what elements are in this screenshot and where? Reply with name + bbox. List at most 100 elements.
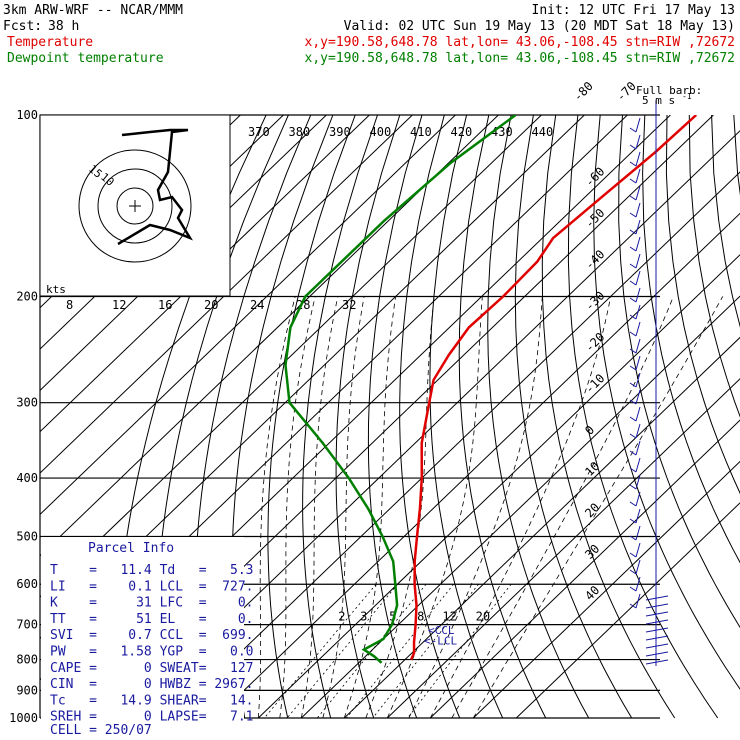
isotherm-label: -60 bbox=[582, 164, 607, 189]
hodograph-ring-1 bbox=[116, 187, 154, 225]
wind-barb bbox=[629, 389, 641, 405]
mixing-ratio-label: 12 bbox=[442, 610, 456, 624]
wind-barb bbox=[629, 559, 641, 575]
parcel-info-title: Parcel Info bbox=[88, 541, 174, 556]
barb-shaft bbox=[635, 355, 641, 371]
wind-barb-low bbox=[645, 627, 669, 633]
barb-shaft bbox=[635, 491, 641, 507]
wind-barb-low bbox=[645, 659, 669, 665]
mixing-ratio-line bbox=[286, 583, 398, 719]
barb-flag bbox=[629, 467, 637, 473]
parcel-info-row: SREH = 0 LAPSE= 7.1 bbox=[50, 710, 254, 725]
dewpoint-location: x,y=190.58,648.78 lat,lon= 43.06,-108.45… bbox=[305, 51, 735, 66]
wind-barb bbox=[629, 185, 641, 201]
wind-barb bbox=[629, 321, 641, 337]
barb-shaft bbox=[635, 389, 641, 405]
wind-barb bbox=[629, 236, 641, 252]
wind-barb-low bbox=[645, 651, 669, 657]
wind-barb bbox=[629, 576, 641, 592]
isotherm-label: 10 bbox=[582, 459, 602, 479]
mixing-ratio-line bbox=[346, 583, 454, 719]
isotherm-line bbox=[472, 460, 740, 719]
moist-adiabat-line bbox=[300, 296, 339, 719]
barb-shaft bbox=[635, 457, 641, 473]
barb-flag bbox=[629, 144, 637, 150]
wind-barb bbox=[629, 287, 641, 303]
valid-time: Valid: 02 UTC Sun 19 May 13 (20 MDT Sat … bbox=[344, 19, 735, 34]
wind-barb-low bbox=[645, 611, 669, 617]
barb-shaft bbox=[635, 593, 641, 609]
pressure-tick-label: 700 bbox=[16, 618, 38, 632]
parcel-info-row: TT = 51 EL = 0. bbox=[50, 612, 254, 627]
dry-adiabat-line bbox=[514, 115, 633, 719]
barb-flag bbox=[629, 399, 637, 405]
hodograph-inset: 15 10 kts bbox=[39, 114, 231, 297]
barb-flag bbox=[629, 484, 637, 490]
hodograph-unit-label: kts bbox=[46, 283, 66, 296]
barb-shaft bbox=[635, 508, 641, 524]
wind-barb bbox=[629, 593, 641, 609]
barb-flag bbox=[629, 212, 637, 218]
theta-label: 400 bbox=[370, 125, 392, 139]
wind-barb bbox=[629, 134, 641, 150]
parcel-info-row: CAPE = 0 SWEAT= 127 bbox=[50, 661, 254, 676]
temperature-line bbox=[409, 115, 698, 661]
dry-adiabat-line bbox=[458, 115, 547, 719]
barb-shaft bbox=[635, 440, 641, 456]
dry-adiabat-line bbox=[567, 115, 719, 719]
wind-barb bbox=[629, 151, 641, 167]
dry-adiabat-line bbox=[618, 115, 740, 629]
wind-barb bbox=[629, 253, 641, 269]
barb-shaft bbox=[635, 253, 641, 269]
isotherm-line bbox=[343, 336, 740, 719]
dry-adiabat-line bbox=[733, 115, 740, 196]
wind-barb bbox=[629, 338, 641, 354]
barb-shaft bbox=[635, 202, 641, 218]
isotherm-label: 20 bbox=[582, 500, 602, 520]
hodograph-speed-label: 8 bbox=[66, 298, 73, 312]
hodograph-speed-label: 12 bbox=[112, 298, 126, 312]
parcel-info-row: K = 31 LFC = 0. bbox=[50, 596, 254, 611]
barb-flag bbox=[629, 552, 637, 558]
barb-shaft bbox=[635, 474, 641, 490]
barb-flag bbox=[629, 501, 637, 507]
barb-shaft bbox=[635, 321, 641, 337]
mixing-ratio-label: 2 bbox=[338, 610, 345, 624]
wind-barb bbox=[629, 355, 641, 371]
mixing-ratio-label: 8 bbox=[417, 610, 424, 624]
wind-barb-low bbox=[645, 643, 669, 649]
wind-barb bbox=[629, 270, 641, 286]
pressure-tick-label: 300 bbox=[16, 396, 38, 410]
barb-shaft bbox=[635, 559, 641, 575]
barb-flag bbox=[629, 297, 637, 303]
barb-flag bbox=[629, 161, 637, 167]
barb-shaft bbox=[635, 372, 641, 388]
mixing-ratio-label: 5 bbox=[389, 610, 396, 624]
pressure-tick-labels: 100 200 300 400 500 600 700 800 900 1000 bbox=[9, 108, 38, 725]
isotherm-line bbox=[257, 254, 740, 719]
dry-adiabat-line bbox=[429, 115, 504, 719]
barb-shaft bbox=[635, 338, 641, 354]
isotherm-line bbox=[171, 171, 740, 719]
barb-flag bbox=[629, 331, 637, 337]
barb-flag bbox=[629, 365, 637, 371]
parcel-info-row: T = 11.4 Td = 5.3 bbox=[50, 563, 254, 578]
dry-adiabat-line bbox=[541, 115, 676, 719]
wind-barb-low bbox=[645, 595, 669, 601]
wind-barb bbox=[629, 304, 641, 320]
theta-label: 380 bbox=[289, 125, 311, 139]
isotherm-line bbox=[40, 115, 456, 516]
barb-shaft bbox=[635, 151, 641, 167]
barb-flag bbox=[629, 127, 637, 133]
ccl-annotation: <CCL bbox=[428, 624, 455, 637]
dry-adiabat-line bbox=[487, 115, 590, 719]
wind-barb bbox=[629, 372, 641, 388]
isotherm-label: 30 bbox=[582, 542, 602, 562]
theta-label: 440 bbox=[532, 125, 554, 139]
temperature-location: x,y=190.58,648.78 lat,lon= 43.06,-108.45… bbox=[305, 35, 735, 50]
barb-flag bbox=[629, 518, 637, 524]
barb-shaft bbox=[635, 236, 641, 252]
barb-shaft bbox=[635, 406, 641, 422]
lcl-annotation: <-LCL bbox=[424, 635, 457, 648]
